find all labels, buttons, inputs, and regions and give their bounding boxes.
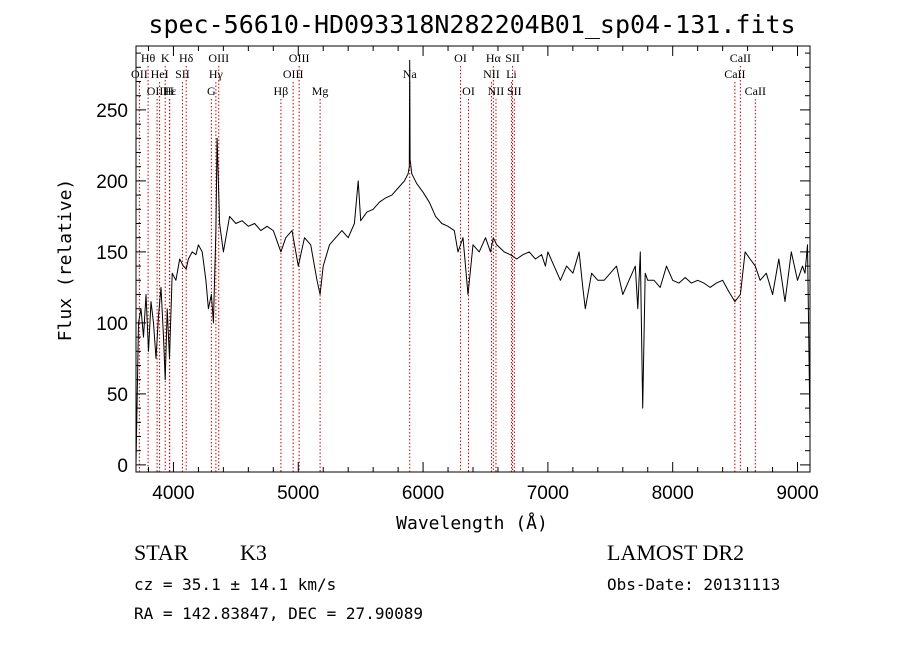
spectral-line-label: H: [165, 84, 174, 98]
x-tick-label: 7000: [527, 483, 569, 504]
spectral-line-label: OIII: [289, 51, 310, 65]
spectral-line-label: G: [207, 84, 216, 98]
spectral-line-label: K: [161, 51, 170, 65]
radial-velocity: cz = 35.1 ± 14.1 km/s: [134, 575, 336, 594]
spectral-line-label: Mg: [312, 84, 329, 98]
spectral-line-labels: Hθ OII OIII K HeI HεH Hδ SII OIII Hγ G OIII OIII Hβ Mg…: [131, 51, 766, 98]
observation-date: Obs-Date: 20131113: [607, 575, 780, 594]
x-tick-label: 6000: [402, 483, 444, 504]
spectral-line-label: SII: [507, 84, 522, 98]
object-subclass: K3: [240, 540, 267, 565]
x-tick-label: 8000: [652, 483, 694, 504]
spectrum-line: [135, 59, 811, 465]
spectral-line-label: NII: [488, 84, 505, 98]
axis-ticks: 4000 5000 6000 7000 8000 9000 0 50 100 150 200 250: [96, 46, 819, 504]
survey-name: LAMOST DR2: [607, 540, 744, 565]
spectral-line-label: Hγ: [209, 67, 224, 81]
y-tick-label: 100: [96, 314, 128, 335]
spectral-line-label: Hα: [486, 51, 502, 65]
spectral-line-label: HeI: [151, 67, 169, 81]
spectral-line-label: Hδ: [179, 51, 194, 65]
spectral-line-label: SII: [175, 67, 190, 81]
spectral-line-markers: [138, 66, 756, 472]
y-axis-label: Flux (relative): [55, 179, 76, 342]
x-tick-label: 9000: [776, 483, 818, 504]
spectral-line-label: OIII: [147, 84, 168, 98]
spectral-line-label: NII: [483, 67, 500, 81]
spectral-line-label: Hε: [163, 84, 177, 98]
object-class: STAR: [134, 540, 189, 565]
spectral-line-label: OI: [454, 51, 467, 65]
spectral-line-label: Hθ: [141, 51, 156, 65]
y-tick-label: 150: [96, 243, 128, 264]
plot-border: [135, 45, 811, 473]
spectrum-series: [135, 59, 811, 465]
x-tick-label: 4000: [152, 483, 194, 504]
coordinates: RA = 142.83847, DEC = 27.90089: [134, 604, 423, 623]
y-tick-label: 50: [107, 385, 128, 406]
plot-frame: [135, 45, 811, 473]
x-tick-label: 5000: [277, 483, 319, 504]
spectral-line-label: OI: [462, 84, 475, 98]
chart-title: spec-56610-HD093318N282204B01_sp04-131.f…: [148, 10, 795, 39]
spectral-line-label: OII: [131, 67, 148, 81]
y-tick-label: 250: [96, 101, 128, 122]
spectral-line-label: SII: [505, 51, 520, 65]
spectral-line-label: OIII: [208, 51, 229, 65]
spectral-line-label: Hβ: [274, 84, 289, 98]
y-tick-label: 200: [96, 172, 128, 193]
spectral-line-label: Li: [506, 67, 517, 81]
x-axis-label: Wavelength (Å): [396, 512, 548, 534]
spectral-line-label: CaII: [745, 84, 766, 98]
spectral-line-label: CaII: [730, 51, 751, 65]
spectral-line-label: CaII: [724, 67, 745, 81]
spectral-line-label: OIII: [283, 67, 304, 81]
y-tick-label: 0: [117, 456, 128, 477]
